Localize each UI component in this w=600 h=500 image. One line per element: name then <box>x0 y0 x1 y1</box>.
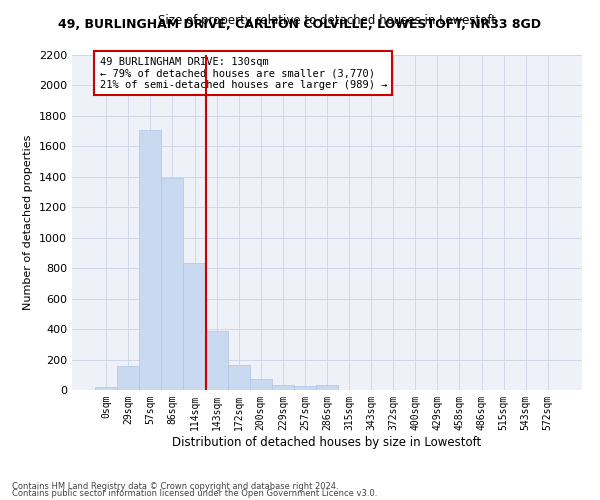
Bar <box>316 386 338 390</box>
Text: Contains HM Land Registry data © Crown copyright and database right 2024.: Contains HM Land Registry data © Crown c… <box>12 482 338 491</box>
Bar <box>294 386 316 390</box>
Y-axis label: Number of detached properties: Number of detached properties <box>23 135 34 310</box>
Bar <box>272 384 294 390</box>
Text: 49 BURLINGHAM DRIVE: 130sqm
← 79% of detached houses are smaller (3,770)
21% of : 49 BURLINGHAM DRIVE: 130sqm ← 79% of det… <box>100 56 387 90</box>
Bar <box>227 365 250 390</box>
Text: Contains public sector information licensed under the Open Government Licence v3: Contains public sector information licen… <box>12 490 377 498</box>
Title: Size of property relative to detached houses in Lowestoft: Size of property relative to detached ho… <box>158 14 496 28</box>
Bar <box>95 388 117 390</box>
Bar <box>161 178 184 390</box>
X-axis label: Distribution of detached houses by size in Lowestoft: Distribution of detached houses by size … <box>172 436 482 448</box>
Bar <box>139 130 161 390</box>
Bar <box>117 366 139 390</box>
Text: 49, BURLINGHAM DRIVE, CARLTON COLVILLE, LOWESTOFT, NR33 8GD: 49, BURLINGHAM DRIVE, CARLTON COLVILLE, … <box>59 18 542 30</box>
Bar <box>184 263 206 390</box>
Bar <box>206 332 227 390</box>
Bar <box>250 380 272 390</box>
